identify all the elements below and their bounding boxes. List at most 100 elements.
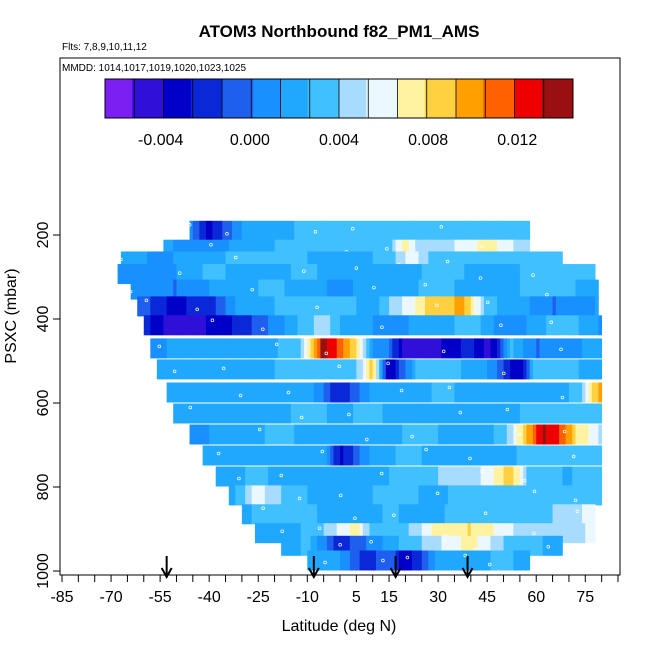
- heatmap-cell: [490, 359, 495, 380]
- heatmap-cell: [372, 424, 377, 445]
- heatmap-cell: [307, 485, 311, 506]
- sample-point: [386, 361, 390, 366]
- colorbar-swatch: [417, 79, 422, 118]
- heatmap-cell: [411, 359, 416, 380]
- heatmap-cell: [549, 535, 553, 556]
- heatmap-cell: [480, 523, 485, 544]
- heatmap-cell: [441, 338, 446, 359]
- sample-point: [237, 476, 241, 481]
- heatmap-cell: [585, 359, 589, 380]
- heatmap-cell: [382, 382, 387, 403]
- heatmap-cell: [379, 264, 383, 285]
- y-tick-label: 800: [35, 474, 52, 501]
- heatmap-cell: [467, 359, 472, 380]
- heatmap-cell: [147, 264, 151, 285]
- heatmap-cell: [209, 251, 213, 272]
- heatmap-cell: [343, 550, 347, 571]
- heatmap-cell: [431, 279, 436, 300]
- heatmap-cell: [536, 466, 540, 487]
- heatmap-cell: [418, 251, 423, 272]
- heatmap-cell: [510, 279, 514, 300]
- sample-point: [517, 432, 521, 437]
- heatmap-cell: [366, 485, 370, 506]
- heatmap-cell: [464, 466, 468, 487]
- heatmap-cell: [395, 315, 400, 336]
- sample-point: [571, 454, 576, 459]
- heatmap-cell: [487, 359, 491, 380]
- heatmap-cell: [199, 251, 204, 272]
- heatmap-cell: [582, 485, 586, 506]
- heatmap-cell: [189, 251, 194, 272]
- heatmap-band: [307, 550, 531, 571]
- heatmap-cell: [575, 504, 580, 525]
- heatmap-cell: [477, 359, 482, 380]
- heatmap-cell: [317, 382, 321, 403]
- heatmap-cell: [362, 424, 367, 445]
- heatmap-cell: [477, 504, 482, 525]
- heatmap-cell: [464, 550, 468, 571]
- heatmap-cell: [277, 315, 282, 336]
- heatmap-cell: [392, 239, 396, 260]
- heatmap-cell: [379, 445, 383, 466]
- heatmap-cell: [591, 424, 596, 445]
- heatmap-cell: [483, 485, 488, 506]
- heatmap-cell: [349, 504, 354, 525]
- heatmap-cell: [490, 382, 495, 403]
- heatmap-cell: [218, 220, 223, 241]
- heatmap-cell: [251, 338, 256, 359]
- heatmap-cell: [405, 550, 410, 571]
- heatmap-cell: [271, 403, 275, 424]
- heatmap-cell: [379, 359, 383, 380]
- heatmap-cell: [444, 338, 449, 359]
- heatmap-cell: [585, 296, 589, 317]
- sample-point: [559, 347, 563, 352]
- colorbar-swatch: [140, 79, 145, 118]
- heatmap-cell: [421, 535, 426, 556]
- heatmap-cell: [287, 445, 292, 466]
- heatmap-cell: [389, 264, 393, 285]
- heatmap-cell: [166, 279, 171, 300]
- heatmap-cell: [461, 403, 465, 424]
- heatmap-cell: [425, 264, 429, 285]
- heatmap-cell: [372, 466, 377, 487]
- heatmap-cell: [487, 403, 491, 424]
- heatmap-cell: [310, 264, 315, 285]
- heatmap-cell: [196, 239, 200, 260]
- heatmap-cell: [467, 220, 472, 241]
- heatmap-cell: [268, 359, 272, 380]
- heatmap-cell: [595, 279, 599, 300]
- x-tick-label: -25: [247, 589, 270, 606]
- heatmap-cell: [353, 359, 357, 380]
- heatmap-cell: [464, 220, 468, 241]
- heatmap-cell: [536, 338, 540, 359]
- heatmap-cell: [241, 403, 246, 424]
- heatmap-cell: [163, 296, 168, 317]
- heatmap-cell: [591, 466, 596, 487]
- heatmap-cell: [461, 466, 465, 487]
- heatmap-cell: [205, 220, 210, 241]
- heatmap-cell: [340, 315, 344, 336]
- colorbar-swatch: [432, 79, 437, 118]
- heatmap-cell: [474, 445, 478, 466]
- heatmap-cell: [389, 359, 393, 380]
- heatmap-cell: [493, 445, 498, 466]
- heatmap-cell: [199, 239, 204, 260]
- heatmap-cell: [441, 279, 446, 300]
- heatmap-cell: [523, 296, 527, 317]
- heatmap-cell: [225, 220, 230, 241]
- heatmap-cell: [555, 535, 560, 556]
- heatmap-cell: [356, 535, 361, 556]
- heatmap-cell: [421, 550, 426, 571]
- sample-point: [338, 543, 342, 547]
- heatmap-cell: [290, 359, 295, 380]
- heatmap-cell: [245, 296, 249, 317]
- heatmap-cell: [323, 523, 328, 544]
- heatmap-cell: [470, 523, 475, 544]
- heatmap-cell: [326, 382, 331, 403]
- heatmap-cell: [379, 382, 383, 403]
- heatmap-cell: [398, 338, 403, 359]
- sample-point: [385, 246, 389, 251]
- heatmap-cell: [179, 382, 184, 403]
- colorbar-swatch: [245, 79, 250, 118]
- heatmap-cell: [326, 504, 331, 525]
